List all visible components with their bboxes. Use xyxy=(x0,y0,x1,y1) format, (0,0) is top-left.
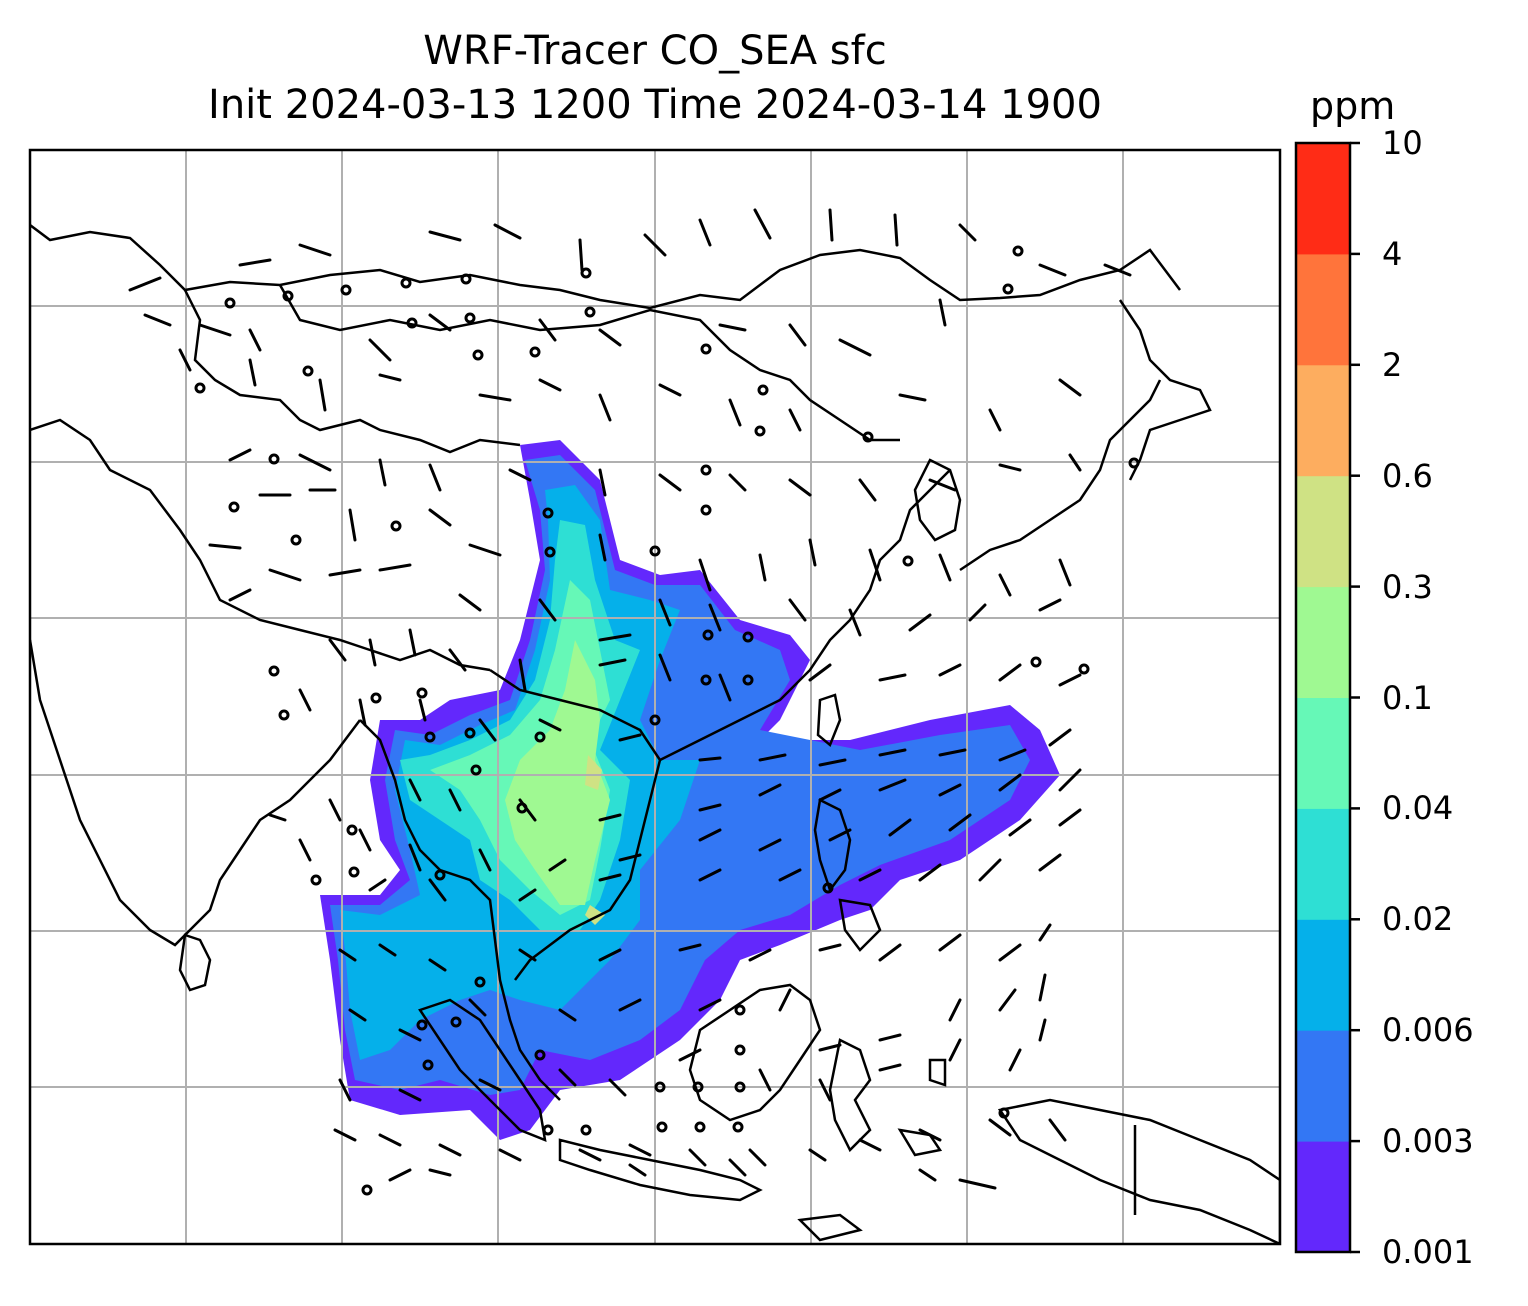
new-guinea xyxy=(997,1098,1280,1244)
colorbar-segment xyxy=(1296,808,1350,920)
colorbar-tick-label: 2 xyxy=(1382,345,1403,384)
colorbar-segment xyxy=(1296,143,1350,255)
barb xyxy=(333,1118,1067,1167)
sri-lanka xyxy=(178,933,212,992)
mongolia-border xyxy=(278,284,900,442)
japan-honshu xyxy=(959,379,1162,572)
barb xyxy=(388,1158,997,1190)
colorbar-tick-label: 0.1 xyxy=(1382,678,1433,717)
colorbar-tick-label: 0.02 xyxy=(1382,900,1454,939)
colorbar-tick-label: 0.006 xyxy=(1382,1011,1474,1050)
colorbar-segment xyxy=(1296,253,1350,366)
colorbar-tick-label: 0.04 xyxy=(1382,789,1454,828)
barb xyxy=(228,563,1062,642)
sulawesi xyxy=(828,1038,872,1153)
colorbar-tick-label: 0.001 xyxy=(1382,1233,1474,1271)
barb xyxy=(128,208,977,292)
barb xyxy=(298,688,1072,767)
barb xyxy=(298,808,1082,872)
china-south-coast xyxy=(659,469,951,762)
colorbar-tick-label: 0.003 xyxy=(1382,1122,1474,1161)
barb xyxy=(368,853,1062,902)
bay-of-bengal-coast xyxy=(359,719,561,1101)
map-title-line-2: Init 2024-03-13 1200 Time 2024-03-14 190… xyxy=(208,82,1102,128)
barb xyxy=(268,768,1082,822)
taiwan xyxy=(816,693,842,748)
java xyxy=(558,1138,763,1202)
colorbar-segment xyxy=(1296,919,1350,1031)
colorbar-segment xyxy=(1296,1141,1350,1253)
korea xyxy=(913,458,962,542)
sea-islands xyxy=(797,1058,947,1242)
map-title-line-1: WRF-Tracer CO_SEA sfc xyxy=(423,28,887,74)
colorbar-tick-label: 4 xyxy=(1382,234,1403,273)
coastlines xyxy=(30,224,1280,1244)
philippines xyxy=(813,798,882,952)
colorbar-segment xyxy=(1296,586,1350,698)
colorbar-tick-label: 0.3 xyxy=(1382,567,1433,606)
barb xyxy=(338,1018,1047,1102)
calm-markers xyxy=(194,245,1140,1196)
colorbar-segment xyxy=(1296,1030,1350,1142)
colorbar-units: ppm xyxy=(1310,84,1396,128)
borneo xyxy=(688,983,822,1122)
colorbar-tick-label: 0.6 xyxy=(1382,456,1433,495)
india-coast xyxy=(30,639,361,947)
northern-border xyxy=(30,224,1181,310)
barb xyxy=(178,348,1082,432)
barb xyxy=(348,973,1047,1052)
map-frame xyxy=(28,148,1282,1246)
indochina-coast xyxy=(489,668,662,981)
colorbar xyxy=(1294,141,1360,1254)
colorbar-segment xyxy=(1296,364,1350,477)
wind-barbs xyxy=(128,208,1132,1190)
barb xyxy=(228,448,1082,502)
barb xyxy=(208,488,1072,597)
barb xyxy=(338,923,1052,972)
barb xyxy=(328,628,1082,702)
china-west-border xyxy=(183,289,521,454)
sumatra xyxy=(418,998,547,1142)
barb xyxy=(143,263,1132,362)
plume-level-0.3 xyxy=(585,755,605,925)
colorbar-tick-label: 10 xyxy=(1382,124,1423,162)
japan-north xyxy=(1118,299,1212,481)
colorbar-segment xyxy=(1296,475,1350,588)
colorbar-segment xyxy=(1296,697,1350,809)
